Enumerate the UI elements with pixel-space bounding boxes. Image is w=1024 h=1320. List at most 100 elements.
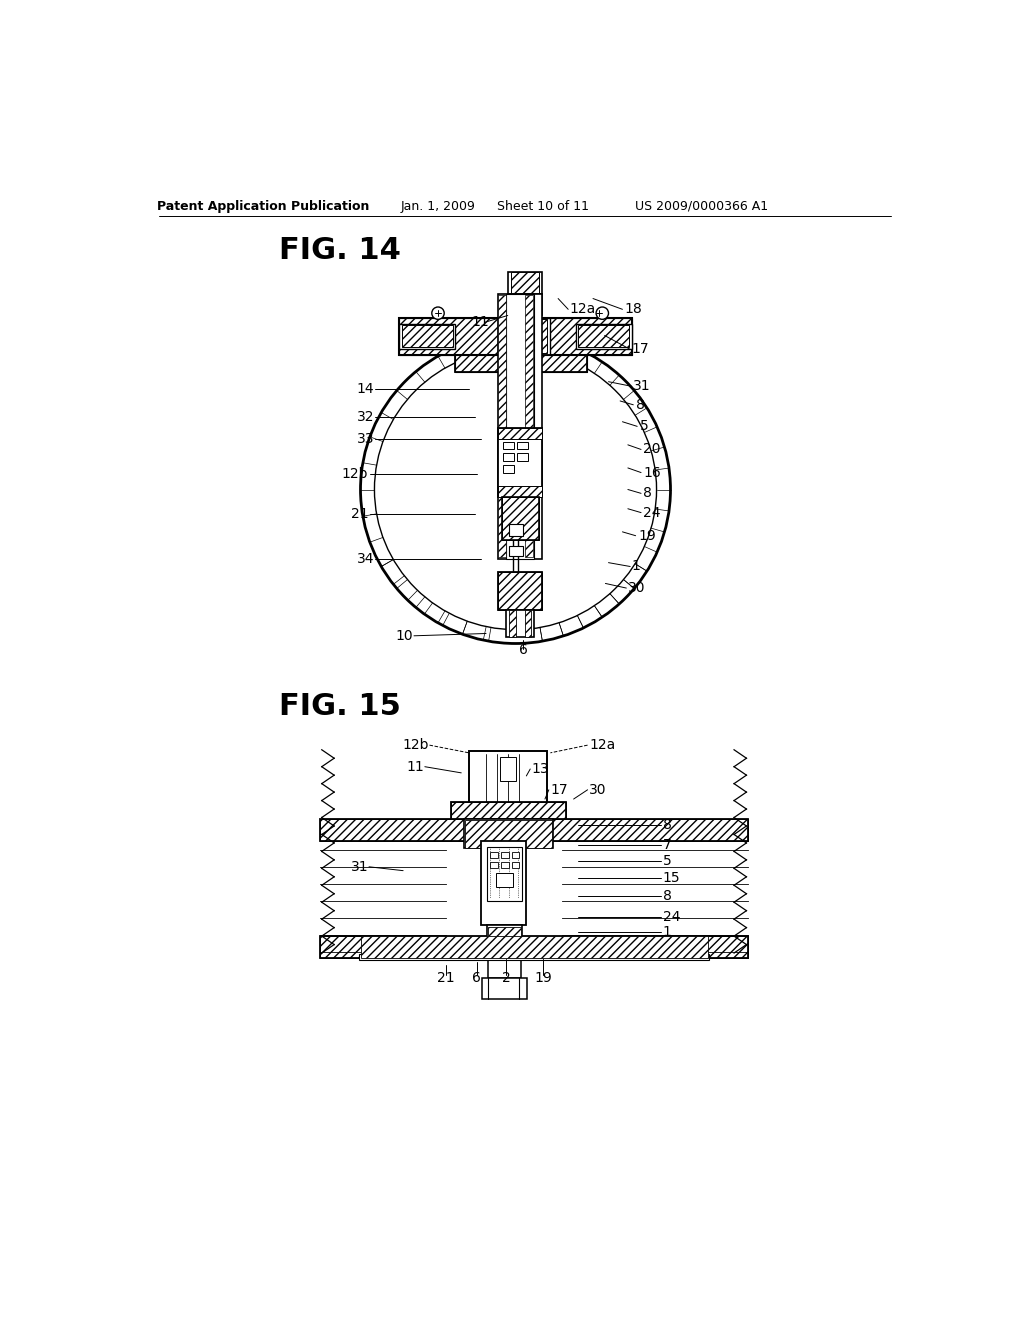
- Bar: [499, 487, 542, 498]
- Circle shape: [596, 308, 608, 319]
- Bar: [506, 610, 535, 638]
- Text: 19: 19: [638, 529, 655, 543]
- Bar: [508, 272, 542, 294]
- Bar: [481, 841, 526, 925]
- Text: FIG. 14: FIG. 14: [280, 236, 401, 265]
- Circle shape: [432, 308, 444, 319]
- Text: 12b: 12b: [402, 738, 429, 752]
- Bar: [501, 853, 509, 858]
- Text: US 2009/0000366 A1: US 2009/0000366 A1: [635, 199, 768, 213]
- Bar: [321, 936, 748, 958]
- Text: 12a: 12a: [569, 302, 596, 317]
- Bar: [321, 936, 748, 958]
- Text: 12b: 12b: [342, 467, 369, 480]
- Bar: [499, 428, 542, 498]
- Text: 17: 17: [550, 783, 568, 797]
- Text: 12a: 12a: [589, 738, 615, 752]
- Bar: [506, 294, 535, 558]
- Bar: [509, 545, 523, 557]
- Bar: [321, 818, 748, 841]
- Text: 31: 31: [350, 859, 369, 874]
- Bar: [517, 442, 528, 449]
- Bar: [464, 808, 551, 817]
- Bar: [499, 572, 542, 610]
- Bar: [486, 847, 522, 900]
- Bar: [455, 355, 587, 372]
- Text: 1: 1: [632, 560, 641, 573]
- Bar: [464, 818, 554, 849]
- Circle shape: [360, 335, 671, 644]
- Bar: [486, 925, 522, 956]
- Bar: [512, 853, 519, 858]
- Text: 17: 17: [632, 342, 649, 356]
- Text: 24: 24: [663, 909, 680, 924]
- Bar: [503, 453, 514, 461]
- Text: 7: 7: [663, 838, 672, 853]
- Bar: [488, 956, 521, 978]
- Text: 18: 18: [624, 302, 642, 317]
- Text: 24: 24: [643, 506, 660, 520]
- Text: 11: 11: [407, 760, 424, 774]
- Text: FIG. 15: FIG. 15: [280, 692, 401, 721]
- Bar: [508, 294, 542, 315]
- Text: 20: 20: [643, 442, 660, 457]
- Text: 2: 2: [502, 972, 511, 986]
- Bar: [503, 442, 514, 449]
- Text: 5: 5: [640, 420, 648, 433]
- Bar: [359, 954, 710, 960]
- Bar: [489, 853, 498, 858]
- Text: 6: 6: [519, 643, 527, 656]
- Bar: [399, 323, 455, 348]
- Text: 14: 14: [356, 383, 375, 396]
- Text: 13: 13: [531, 762, 549, 776]
- Bar: [360, 936, 708, 958]
- Text: 1: 1: [663, 925, 672, 940]
- Text: 8: 8: [636, 397, 644, 412]
- Bar: [502, 498, 539, 540]
- Text: 32: 32: [357, 411, 375, 424]
- Bar: [463, 807, 553, 817]
- Text: Jan. 1, 2009: Jan. 1, 2009: [400, 199, 475, 213]
- Bar: [500, 758, 515, 780]
- Bar: [502, 498, 539, 540]
- Bar: [509, 610, 515, 638]
- Bar: [499, 318, 550, 355]
- Text: 6: 6: [472, 972, 481, 986]
- Bar: [489, 862, 498, 869]
- Bar: [517, 453, 528, 461]
- Text: 10: 10: [395, 628, 414, 643]
- Bar: [578, 326, 629, 347]
- Text: 8: 8: [663, 890, 672, 903]
- Text: 21: 21: [437, 972, 455, 986]
- Bar: [469, 751, 547, 807]
- Text: Sheet 10 of 11: Sheet 10 of 11: [497, 199, 589, 213]
- Text: 8: 8: [663, 818, 672, 832]
- Bar: [509, 524, 523, 536]
- Bar: [452, 803, 566, 818]
- Text: 16: 16: [643, 466, 662, 479]
- Bar: [399, 318, 632, 355]
- Bar: [499, 296, 506, 557]
- Bar: [401, 326, 453, 347]
- Text: 30: 30: [628, 581, 645, 595]
- Bar: [482, 978, 527, 999]
- Text: 19: 19: [535, 972, 552, 986]
- Bar: [496, 873, 513, 887]
- Text: 34: 34: [357, 552, 375, 566]
- Bar: [499, 428, 542, 438]
- Text: Patent Application Publication: Patent Application Publication: [158, 199, 370, 213]
- Bar: [511, 294, 539, 315]
- Text: 21: 21: [350, 507, 369, 521]
- Text: 30: 30: [589, 783, 606, 797]
- Bar: [575, 323, 632, 348]
- Bar: [452, 803, 566, 818]
- Text: 8: 8: [643, 486, 652, 500]
- Bar: [524, 610, 531, 638]
- Bar: [399, 318, 632, 355]
- Bar: [511, 294, 539, 315]
- Bar: [495, 942, 515, 953]
- Bar: [321, 818, 748, 841]
- Bar: [455, 355, 587, 372]
- Bar: [503, 465, 514, 473]
- Bar: [499, 572, 542, 610]
